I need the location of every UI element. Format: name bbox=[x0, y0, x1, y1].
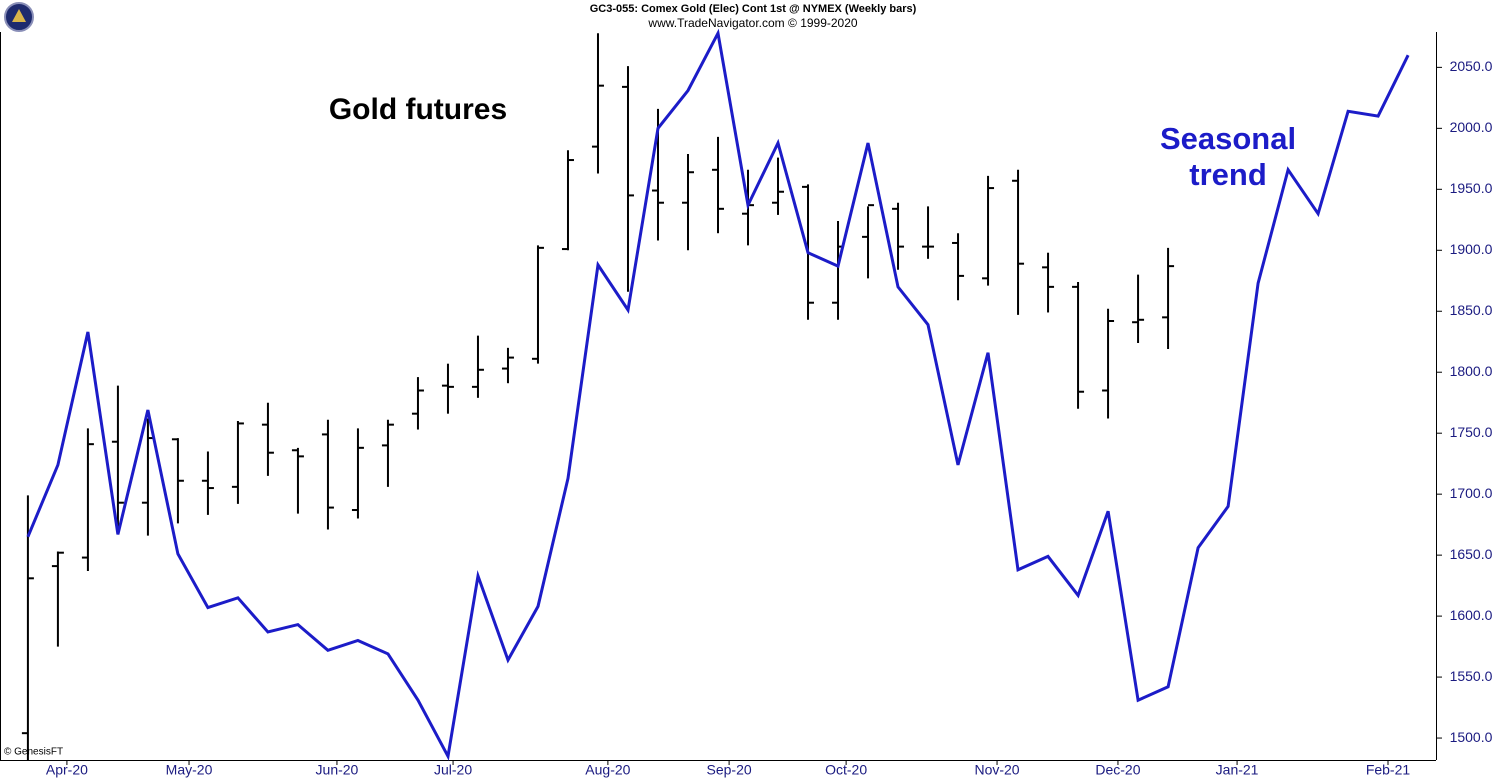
x-tick-label: Sep-20 bbox=[707, 762, 752, 778]
annotation: Gold futures bbox=[329, 93, 507, 126]
logo-icon bbox=[12, 9, 26, 22]
y-tick-label: 1700.0 bbox=[1450, 485, 1493, 501]
logo bbox=[4, 2, 34, 32]
x-tick-label: Jun-20 bbox=[316, 762, 359, 778]
x-tick-label: Aug-20 bbox=[585, 762, 630, 778]
y-tick-label: 2000.0 bbox=[1450, 119, 1493, 135]
annotation: Seasonal bbox=[1160, 121, 1296, 156]
x-tick-label: Jan-21 bbox=[1216, 762, 1259, 778]
y-tick-label: 1850.0 bbox=[1450, 302, 1493, 318]
y-tick-label: 1800.0 bbox=[1450, 363, 1493, 379]
y-tick-label: 1750.0 bbox=[1450, 424, 1493, 440]
seasonal-line bbox=[26, 28, 1410, 761]
chart-subtitle: www.TradeNavigator.com © 1999-2020 bbox=[647, 16, 857, 30]
x-tick-label: Apr-20 bbox=[46, 762, 88, 778]
y-tick-label: 1950.0 bbox=[1450, 180, 1493, 196]
x-tick-label: Oct-20 bbox=[825, 762, 867, 778]
y-tick-label: 1900.0 bbox=[1450, 241, 1493, 257]
y-tick-label: 1650.0 bbox=[1450, 546, 1493, 562]
x-tick-label: Jul-20 bbox=[434, 762, 472, 778]
annotation: trend bbox=[1189, 157, 1267, 192]
y-tick-label: 1550.0 bbox=[1450, 668, 1493, 684]
x-tick-label: May-20 bbox=[166, 762, 213, 778]
x-tick-label: Nov-20 bbox=[974, 762, 1019, 778]
y-tick-label: 2050.0 bbox=[1450, 58, 1493, 74]
chart-title: GC3-055: Comex Gold (Elec) Cont 1st @ NY… bbox=[590, 3, 917, 15]
x-tick-label: Dec-20 bbox=[1095, 762, 1140, 778]
x-tick-label: Feb-21 bbox=[1366, 762, 1411, 778]
credit: © GenesisFT bbox=[4, 747, 63, 758]
y-tick-label: 1500.0 bbox=[1450, 729, 1493, 745]
y-tick-label: 1600.0 bbox=[1450, 607, 1493, 623]
